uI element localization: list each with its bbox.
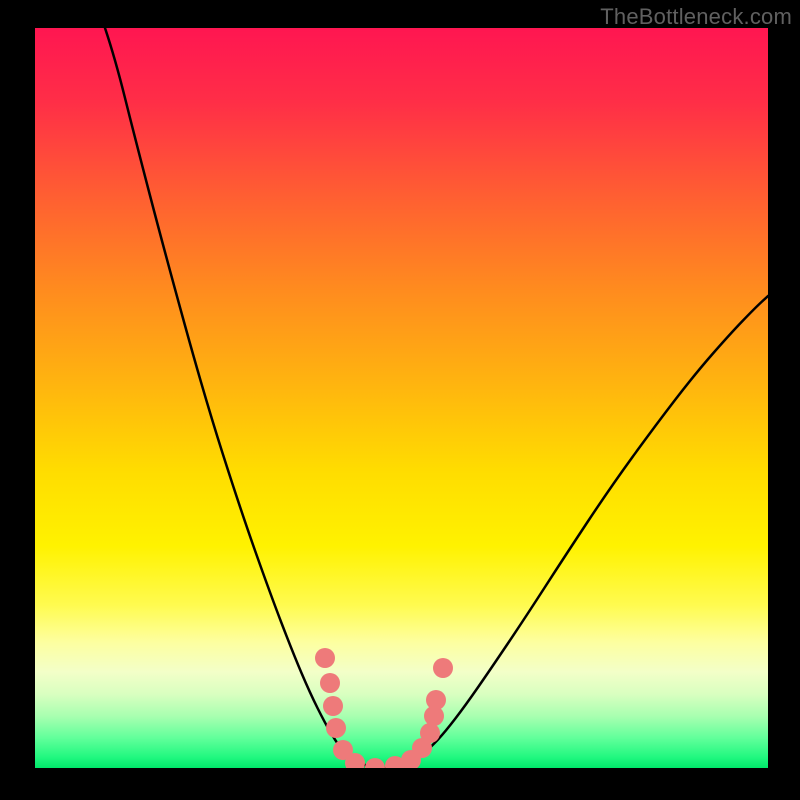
curve-marker [315, 648, 335, 668]
bottleneck-curve [105, 28, 768, 768]
curve-marker [426, 690, 446, 710]
curve-marker [326, 718, 346, 738]
curve-marker [365, 758, 385, 768]
plot-frame [35, 28, 768, 768]
curve-marker [323, 696, 343, 716]
marker-group [315, 648, 453, 768]
curve-marker [433, 658, 453, 678]
plot-svg [35, 28, 768, 768]
watermark-text: TheBottleneck.com [600, 4, 792, 30]
curve-marker [420, 723, 440, 743]
curve-marker [320, 673, 340, 693]
